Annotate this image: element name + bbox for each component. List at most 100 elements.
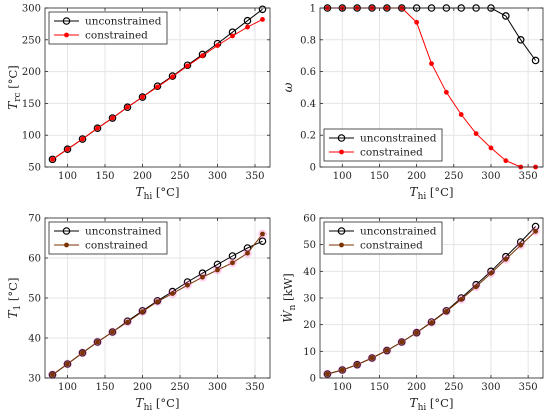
data-point [245, 250, 250, 256]
data-point [200, 53, 205, 59]
legend-label: constrained [360, 240, 423, 252]
data-point [533, 228, 538, 234]
data-point [353, 360, 361, 369]
x-tick-label: 100 [333, 382, 352, 393]
data-point [108, 114, 117, 122]
legend-entry-unconstrained: unconstrained [329, 133, 437, 145]
y-tick-label: 0.2 [300, 131, 316, 142]
y-tick-label: 300 [22, 4, 41, 15]
legend-entry-constrained: constrained [329, 147, 423, 159]
y-axis-label: Ẇn [kW] [280, 273, 298, 323]
y-tick-label: 1 [310, 4, 316, 15]
x-tick-label: 300 [208, 382, 227, 393]
y-tick-label: 50 [28, 163, 41, 174]
data-point [125, 104, 130, 110]
x-tick-label: 150 [370, 171, 389, 182]
data-point [138, 93, 147, 101]
y-tick-label: 70 [28, 214, 41, 225]
legend: unconstrained constrained [323, 221, 443, 255]
legend-label: unconstrained [85, 226, 162, 238]
x-axis-label: Thi [°C] [136, 185, 180, 202]
y-tick-label: 0 [310, 374, 316, 385]
y-axis-label: T1 [°C] [6, 278, 23, 319]
data-point [503, 158, 509, 164]
data-point [443, 89, 449, 95]
data-point [488, 270, 494, 276]
y-tick-label: 10 [303, 347, 316, 358]
data-point [153, 82, 162, 91]
data-point [63, 360, 72, 368]
data-point [78, 135, 87, 143]
axes-frame [319, 7, 544, 168]
legend-box [323, 128, 443, 162]
data-point [168, 72, 177, 80]
data-point [323, 370, 332, 378]
x-tick-label: 250 [170, 382, 189, 393]
x-axis-label: Thi [°C] [136, 396, 180, 413]
data-point [63, 145, 72, 153]
x-tick-label: 200 [407, 171, 426, 182]
data-point [503, 256, 509, 262]
data-point [200, 274, 205, 280]
legend: unconstrained constrained [48, 221, 168, 255]
data-point [260, 17, 265, 22]
data-point [110, 329, 115, 335]
x-tick-label: 100 [58, 382, 77, 393]
data-point [414, 19, 420, 25]
y-tick-label: 0.6 [300, 67, 316, 78]
chart-4: 100 150 200 250 300 350 0 10 20 30 40 50 60 Thi [°C] Ẇ… [280, 214, 544, 413]
legend-marker [337, 134, 346, 142]
chart-3: 100 150 200 250 300 350 30 40 50 60 70 Thi [°C] T1 [… [6, 214, 271, 413]
legend-entry-constrained: constrained [329, 240, 423, 252]
chart-2: 100 150 200 250 300 350 0 0.2 0.4 0.6 0.8 1 Thi [°C]… [281, 4, 544, 202]
data-point [140, 309, 145, 314]
data-point [339, 367, 345, 373]
data-point [95, 125, 100, 131]
data-point [473, 131, 479, 137]
legend-label: constrained [85, 30, 148, 42]
data-point [458, 296, 464, 302]
data-point [258, 5, 267, 14]
legend-box [48, 11, 168, 45]
data-point [155, 299, 160, 304]
x-tick-label: 300 [208, 171, 227, 182]
data-point [369, 355, 375, 361]
data-point [170, 74, 175, 80]
legend-entry-unconstrained: unconstrained [54, 16, 162, 28]
data-point [185, 63, 190, 69]
legend-marker [339, 242, 344, 248]
x-tick-label: 200 [133, 171, 152, 182]
axes-frame [44, 7, 271, 168]
y-tick-label: 40 [28, 334, 41, 345]
y-tick-label: 250 [22, 35, 41, 46]
data-point [260, 231, 265, 237]
x-tick-label: 200 [133, 382, 152, 393]
series-constrained [48, 229, 267, 380]
legend-entry-unconstrained: unconstrained [329, 226, 437, 238]
legend-marker [64, 32, 69, 38]
data-point [230, 33, 235, 39]
y-tick-label: 0 [310, 163, 316, 174]
x-tick-label: 150 [95, 382, 114, 393]
legend-label: unconstrained [360, 133, 437, 145]
x-axis-label: Thi [°C] [410, 396, 454, 413]
legend-entry-constrained: constrained [54, 30, 148, 42]
data-point [50, 372, 55, 378]
data-point [243, 16, 252, 25]
legend-label: unconstrained [85, 16, 162, 28]
x-axis-label: Thi [°C] [410, 185, 454, 202]
data-point [429, 61, 434, 67]
x-tick-label: 150 [370, 382, 389, 393]
data-point [443, 308, 449, 314]
series-constrained [322, 226, 541, 379]
data-point [185, 282, 190, 288]
data-point [110, 115, 115, 121]
y-tick-label: 30 [28, 374, 41, 385]
x-tick-label: 200 [407, 382, 426, 393]
data-point [155, 84, 160, 90]
legend-marker [62, 227, 71, 235]
data-point [245, 24, 250, 30]
data-point [354, 362, 360, 368]
data-point [325, 371, 330, 377]
